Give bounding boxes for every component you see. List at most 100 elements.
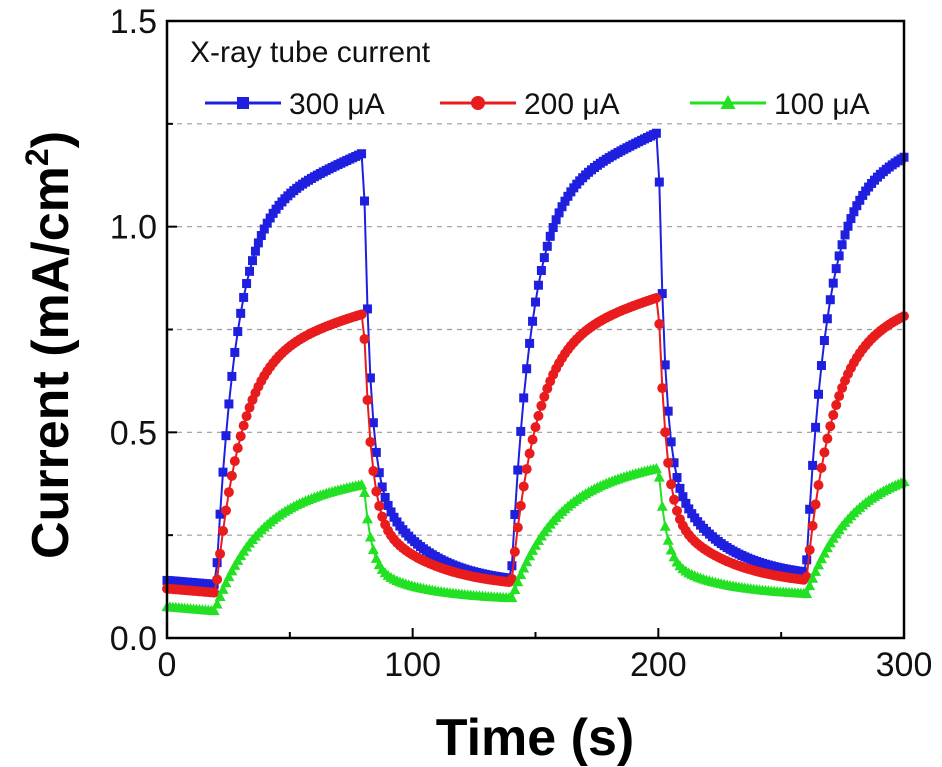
- data-point: [380, 492, 390, 502]
- legend-entry: 300 μA: [205, 88, 385, 121]
- data-point: [663, 406, 673, 416]
- data-point: [548, 223, 558, 233]
- gridlines: [167, 123, 904, 536]
- data-point: [816, 361, 826, 371]
- data-point: [651, 128, 661, 138]
- data-point: [805, 504, 815, 514]
- data-point: [214, 590, 226, 601]
- data-point: [230, 347, 240, 357]
- data-point: [808, 460, 818, 470]
- data-point: [531, 297, 540, 307]
- data-point: [666, 479, 677, 490]
- data-point: [530, 422, 541, 433]
- data-point: [828, 278, 838, 288]
- data-point: [527, 434, 538, 445]
- y-axis-title-close: ): [22, 131, 80, 148]
- data-point: [542, 241, 552, 251]
- data-point: [813, 559, 825, 570]
- legend-marker: [720, 95, 736, 109]
- data-point: [849, 207, 859, 217]
- data-point: [250, 246, 260, 256]
- x-tick-label: 0: [158, 646, 177, 684]
- data-point: [684, 504, 694, 514]
- data-point: [654, 177, 664, 187]
- data-point: [371, 486, 382, 497]
- data-point: [831, 264, 841, 274]
- data-point: [227, 371, 237, 381]
- data-point: [825, 421, 836, 432]
- data-point: [224, 399, 234, 409]
- data-point: [819, 336, 829, 346]
- data-point: [678, 492, 688, 502]
- data-point: [359, 486, 371, 497]
- series-group: [161, 128, 910, 616]
- data-point: [855, 195, 865, 205]
- data-point: [507, 561, 517, 571]
- data-point: [232, 443, 243, 454]
- data-point: [262, 218, 272, 228]
- data-point: [389, 512, 399, 522]
- data-point: [557, 202, 567, 212]
- data-point: [208, 605, 220, 616]
- data-point: [506, 592, 518, 603]
- data-point: [665, 544, 677, 555]
- data-point: [651, 292, 662, 303]
- data-point: [377, 511, 388, 522]
- data-point: [533, 410, 544, 421]
- data-point: [368, 418, 378, 428]
- x-tick-label: 200: [630, 646, 687, 684]
- data-point: [660, 427, 671, 438]
- data-point: [223, 571, 235, 582]
- data-point: [852, 201, 862, 211]
- data-point: [536, 266, 546, 276]
- data-point: [539, 391, 550, 402]
- data-point: [357, 149, 367, 159]
- data-point: [807, 520, 818, 531]
- data-point: [211, 598, 223, 609]
- data-point: [828, 410, 839, 421]
- data-point: [672, 473, 682, 483]
- data-point: [386, 507, 396, 517]
- data-point: [528, 316, 538, 326]
- data-point: [524, 448, 535, 459]
- data-point: [383, 500, 393, 510]
- data-point: [846, 214, 856, 224]
- legend-label: 300 μA: [289, 88, 385, 121]
- data-point: [368, 466, 379, 477]
- data-point: [513, 465, 523, 475]
- legend-title: X-ray tube current: [190, 36, 431, 69]
- data-point: [660, 360, 670, 370]
- data-point: [242, 279, 252, 289]
- data-point: [220, 505, 231, 516]
- legend-label: 100 μA: [774, 88, 870, 121]
- data-point: [822, 433, 833, 444]
- data-point: [374, 468, 384, 478]
- data-point: [371, 447, 381, 457]
- data-point: [834, 391, 845, 402]
- data-point: [241, 411, 252, 422]
- data-point: [536, 400, 547, 411]
- data-point: [654, 318, 665, 329]
- data-point: [825, 295, 835, 305]
- data-point: [551, 215, 561, 225]
- data-point: [521, 464, 532, 475]
- series-0: [162, 128, 909, 589]
- data-point: [804, 544, 815, 555]
- x-axis-title: Time (s): [436, 709, 634, 767]
- data-point: [657, 383, 668, 394]
- data-point: [360, 196, 370, 206]
- data-point: [807, 572, 819, 583]
- data-point: [681, 498, 691, 508]
- data-point: [515, 500, 526, 511]
- data-point: [804, 580, 816, 591]
- data-point: [215, 548, 226, 559]
- data-point: [524, 550, 536, 561]
- data-point: [238, 420, 249, 431]
- legend-entry: 200 μA: [440, 88, 620, 121]
- x-axis: 0 100 200 300: [158, 628, 932, 684]
- data-point: [365, 436, 376, 447]
- data-point: [533, 280, 543, 290]
- data-point: [229, 559, 241, 570]
- data-point: [672, 505, 683, 516]
